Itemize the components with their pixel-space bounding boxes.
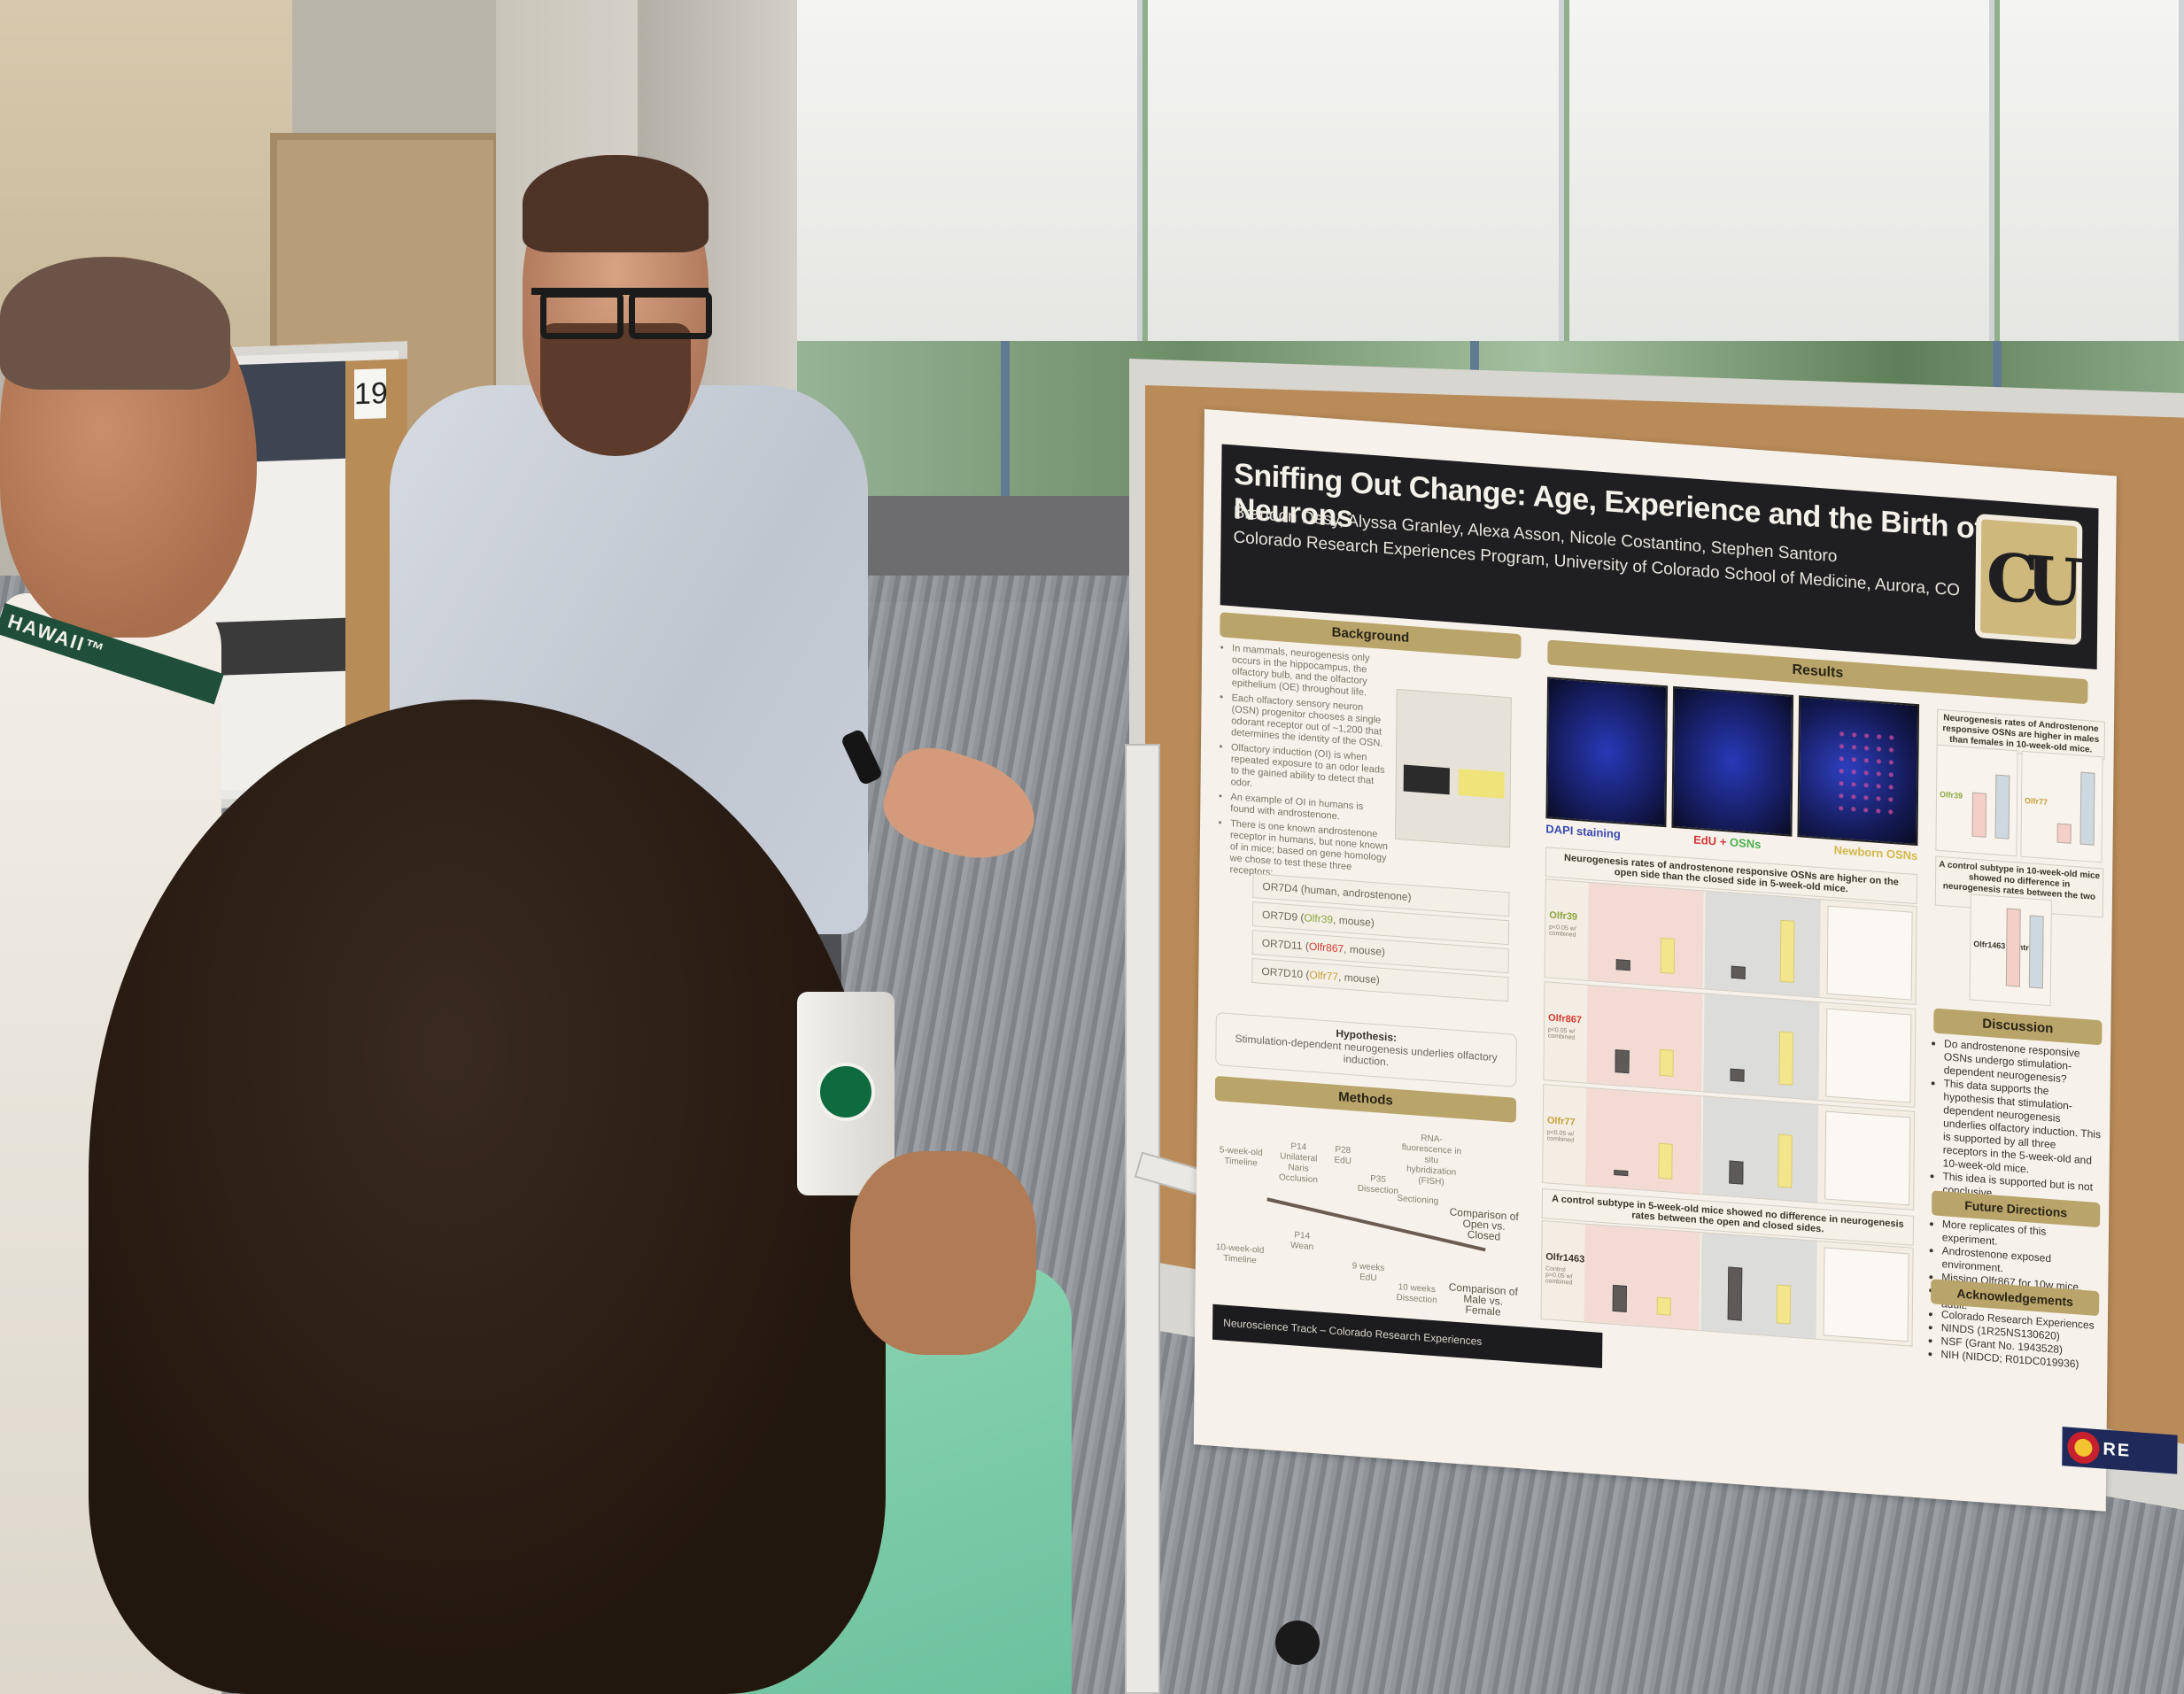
coffee-cup [797,992,895,1195]
bar-closed [1731,965,1746,979]
sex-dotplot [1825,1008,1912,1103]
discussion-bullets: Do androstenone responsive OSNs undergo … [1932,1036,2102,1208]
sex-dotplot [1824,1110,1911,1206]
long-dark-hair [89,700,886,1694]
cu-logo-icon: CU [1974,513,2083,646]
window-blind [2000,0,2184,341]
dapi-image [1545,677,1669,828]
stand-leg [1125,744,1160,1694]
bar-open [1777,1133,1793,1188]
background-bullets: In mammals, neurogenesis only occurs in … [1219,642,1390,891]
window-blind [762,0,1142,341]
presenter-hair [523,155,709,252]
olfactory-induction-diagram [1395,688,1512,848]
research-poster: Sniffing Out Change: Age, Experience and… [1193,409,2178,1512]
microscopy-images [1545,677,1920,847]
bar-closed [1612,1284,1627,1313]
bar-male [2028,915,2044,989]
bar-closed [1729,1160,1744,1185]
bar-closed [1730,1068,1745,1082]
mini-chart-olfr77: Olfr77 [2020,750,2103,863]
bar-open [1660,937,1676,974]
presenter-beard [540,323,691,456]
cre-program-logo-icon: RE [2062,1427,2178,1474]
newborn-osn-image [1797,695,1920,847]
window-blind [1569,0,1994,341]
bar-female [1971,792,1987,838]
window-mullion [1001,341,1010,545]
bar-closed [1615,1049,1630,1074]
bar-male [2079,771,2095,846]
board-number-tag: 19 [354,368,388,420]
attendee-hand [850,1151,1036,1355]
bar-female [2056,823,2072,844]
glasses-icon [531,288,712,339]
hypothesis-box: Hypothesis: Stimulation-dependent neurog… [1215,1011,1517,1087]
coffee-logo-icon [817,1063,875,1121]
methods-timeline-figure: 5-week-old Timeline 10-week-old Timeline… [1215,1133,1519,1319]
receptor-phylogeny-tree: OR7D4 (human, androstenone) OR7D9 (Olfr3… [1251,873,1510,1005]
mini-chart-olfr39: Olfr39 [1935,744,2018,857]
bar-open [1659,1048,1674,1077]
bar-closed [1727,1266,1743,1321]
bar-open [1658,1142,1673,1180]
mini-chart-olfr1463: Olfr1463 Control [1969,893,2052,1007]
bar-open [1778,1031,1794,1086]
bar-open [1779,919,1795,983]
attendee-hair [0,257,230,390]
caster-wheel [1275,1621,1320,1665]
bar-female [2005,908,2021,987]
edu-osn-image [1671,685,1794,837]
bar-open [1776,1284,1792,1325]
sex-dotplot [1826,905,1913,1001]
bar-open [1656,1296,1671,1316]
colorado-c-icon [2067,1430,2100,1466]
sex-dotplot [1823,1247,1909,1342]
bar-closed [1615,959,1630,971]
bar-closed [1614,1169,1629,1177]
bar-male [1994,774,2010,839]
window-blind [1148,0,1564,341]
acknowledgements-bullets: Colorado Research Experiences NINDS (1R2… [1930,1307,2099,1373]
